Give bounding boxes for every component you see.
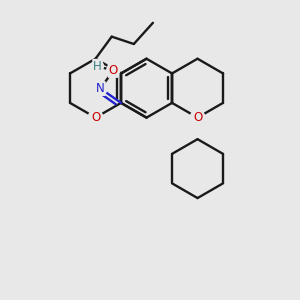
Circle shape xyxy=(92,60,103,72)
Circle shape xyxy=(190,110,205,125)
Circle shape xyxy=(107,64,120,77)
Text: O: O xyxy=(109,64,118,77)
Text: H: H xyxy=(93,60,102,73)
Text: O: O xyxy=(193,111,202,124)
Circle shape xyxy=(94,82,107,95)
Text: O: O xyxy=(91,111,100,124)
Circle shape xyxy=(88,110,103,125)
Text: N: N xyxy=(96,82,105,95)
